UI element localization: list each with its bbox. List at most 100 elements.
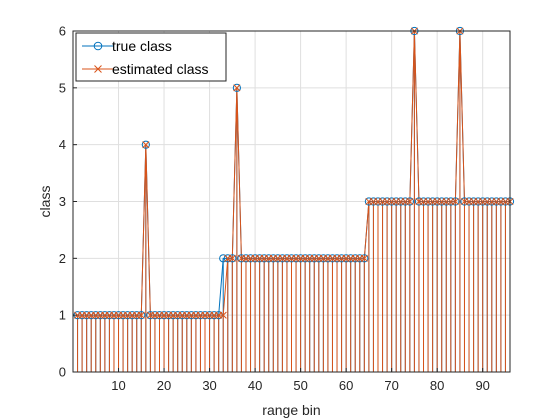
x-tick-label: 60 bbox=[339, 378, 353, 393]
true-class-marker bbox=[241, 254, 251, 263]
true-class-marker bbox=[214, 311, 223, 320]
x-tick-label: 90 bbox=[475, 378, 489, 393]
true-class-marker bbox=[392, 197, 401, 206]
legend: true class estimated class bbox=[75, 32, 227, 82]
ticks: 10 20 30 40 50 60 70 80 90 0 1 2 3 4 5 6 bbox=[59, 24, 490, 394]
true-class-marker bbox=[146, 311, 155, 320]
legend-estimated-class-marker bbox=[94, 65, 102, 73]
true-class-marker bbox=[191, 311, 201, 320]
legend-box bbox=[75, 32, 227, 82]
true-class-marker bbox=[483, 197, 492, 206]
true-class-marker bbox=[237, 254, 246, 263]
estimated-class-marker bbox=[233, 84, 241, 92]
true-class-marker bbox=[200, 311, 210, 320]
true-class-marker bbox=[419, 197, 428, 206]
x-tick-label: 20 bbox=[157, 378, 171, 393]
x-tick-label: 80 bbox=[430, 378, 444, 393]
true-class-marker bbox=[100, 311, 109, 320]
true-class-marker bbox=[164, 311, 173, 320]
true-class-marker bbox=[260, 254, 269, 263]
true-class-marker bbox=[278, 254, 287, 263]
true-class-marker bbox=[291, 254, 301, 263]
true-class-marker bbox=[150, 311, 160, 320]
true-class-marker bbox=[382, 197, 392, 206]
y-tick-label: 3 bbox=[59, 194, 66, 209]
true-class-marker bbox=[360, 254, 369, 263]
true-class-marker bbox=[337, 254, 346, 263]
true-class-marker bbox=[405, 197, 414, 206]
true-class-marker bbox=[296, 254, 305, 263]
true-class-marker bbox=[287, 254, 296, 263]
true-class-marker bbox=[250, 254, 260, 263]
x-tick-label: 50 bbox=[293, 378, 307, 393]
true-class-marker bbox=[91, 311, 100, 320]
true-class-marker bbox=[460, 197, 469, 206]
true-class-marker bbox=[314, 254, 323, 263]
true-class-marker bbox=[269, 254, 278, 263]
legend-true-class-label: true class bbox=[112, 38, 172, 54]
legend-true-class-marker bbox=[93, 41, 103, 51]
true-class-marker bbox=[114, 311, 123, 320]
true-class-marker bbox=[446, 197, 455, 206]
true-class-marker bbox=[332, 254, 342, 263]
true-class-marker bbox=[282, 254, 292, 263]
true-class-marker bbox=[373, 197, 383, 206]
y-tick-label: 0 bbox=[59, 365, 66, 380]
true-class-marker bbox=[305, 254, 314, 263]
true-class-marker bbox=[464, 197, 474, 206]
estimated-class-marker bbox=[360, 254, 368, 262]
true-class-marker bbox=[474, 197, 483, 206]
x-tick-label: 30 bbox=[202, 378, 216, 393]
true-class-marker bbox=[423, 197, 433, 206]
true-class-marker bbox=[87, 311, 96, 320]
true-class-marker bbox=[387, 197, 396, 206]
true-class-marker bbox=[369, 197, 378, 206]
true-class-marker bbox=[78, 311, 87, 320]
true-class-marker bbox=[187, 311, 196, 320]
true-class-marker bbox=[378, 197, 387, 206]
true-class-marker bbox=[255, 254, 264, 263]
true-class-marker bbox=[155, 311, 164, 320]
true-class-marker bbox=[328, 254, 337, 263]
true-class-marker bbox=[219, 254, 228, 263]
true-class-marker bbox=[137, 311, 146, 320]
true-class-marker bbox=[364, 197, 373, 206]
true-class-marker bbox=[273, 254, 282, 263]
true-class-marker bbox=[82, 311, 91, 320]
estimated-class-marker bbox=[142, 141, 150, 149]
estimated-class-marker bbox=[219, 311, 227, 319]
true-class-marker bbox=[351, 254, 360, 263]
true-class-marker bbox=[501, 197, 510, 206]
true-class-marker bbox=[169, 311, 178, 320]
true-class-marker bbox=[178, 311, 187, 320]
true-class-marker bbox=[355, 254, 364, 263]
true-class-marker bbox=[109, 311, 119, 320]
true-class-marker bbox=[159, 311, 169, 320]
true-class-marker bbox=[123, 311, 132, 320]
true-class-marker bbox=[342, 254, 351, 263]
true-class-marker bbox=[451, 197, 460, 206]
true-class-marker bbox=[487, 197, 496, 206]
y-tick-label: 5 bbox=[59, 80, 66, 95]
true-class-marker bbox=[196, 311, 205, 320]
true-class-marker bbox=[264, 254, 273, 263]
true-class-marker bbox=[319, 254, 328, 263]
y-tick-label: 4 bbox=[59, 137, 66, 152]
true-class-marker bbox=[469, 197, 478, 206]
true-class-marker bbox=[223, 254, 232, 263]
true-class-marker bbox=[346, 254, 355, 263]
estimated-class-marker bbox=[137, 311, 145, 319]
x-tick-label: 10 bbox=[111, 378, 125, 393]
true-class-marker bbox=[478, 197, 487, 206]
y-tick-label: 2 bbox=[59, 251, 66, 266]
y-tick-label: 1 bbox=[59, 308, 66, 323]
true-class-marker bbox=[141, 140, 150, 149]
true-class-marker bbox=[433, 197, 442, 206]
estimated-class-marker bbox=[451, 197, 459, 206]
true-class-marker bbox=[310, 254, 319, 263]
true-class-marker bbox=[492, 197, 501, 206]
true-class-marker bbox=[428, 197, 437, 206]
estimated-class-marker bbox=[406, 197, 414, 206]
true-class-marker bbox=[442, 197, 451, 206]
